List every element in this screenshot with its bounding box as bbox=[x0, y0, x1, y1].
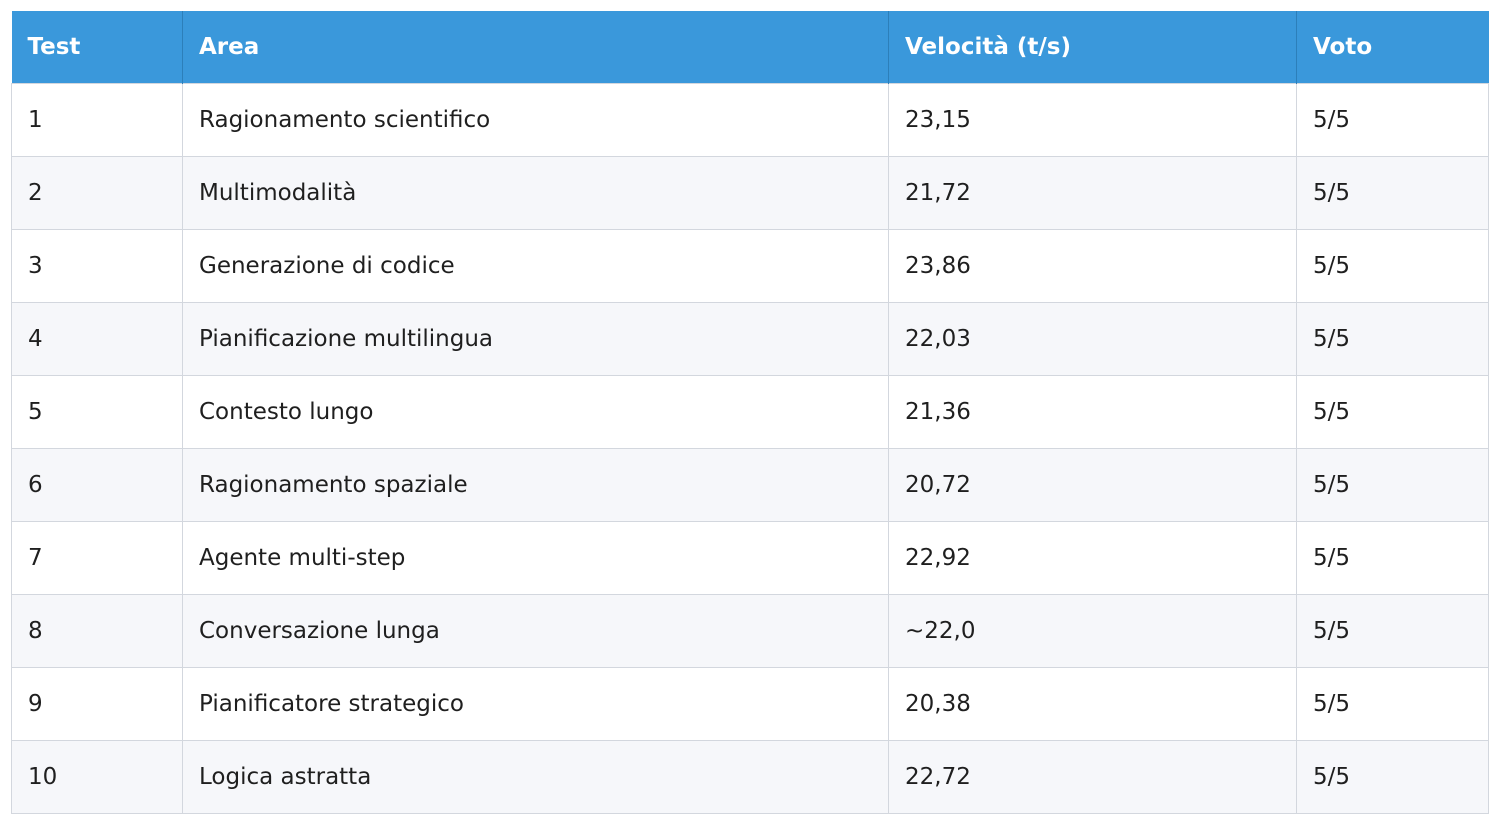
cell-test: 1 bbox=[11, 82, 183, 157]
cell-test: 10 bbox=[11, 739, 183, 814]
table-row: 6 Ragionamento spaziale 20,72 5/5 bbox=[11, 447, 1489, 522]
header-test: Test bbox=[11, 11, 183, 83]
cell-area: Logica astratta bbox=[182, 739, 889, 814]
table-body: 1 Ragionamento scientifico 23,15 5/5 2 M… bbox=[11, 82, 1489, 814]
cell-test: 9 bbox=[11, 666, 183, 741]
table-header: Test Area Velocità (t/s) Voto bbox=[11, 11, 1489, 83]
cell-speed: 20,72 bbox=[888, 447, 1297, 522]
cell-score: 5/5 bbox=[1296, 593, 1489, 668]
cell-speed: 22,92 bbox=[888, 520, 1297, 595]
cell-test: 4 bbox=[11, 301, 183, 376]
cell-score: 5/5 bbox=[1296, 374, 1489, 449]
cell-score: 5/5 bbox=[1296, 301, 1489, 376]
results-table-container: Test Area Velocità (t/s) Voto 1 Ragionam… bbox=[11, 11, 1489, 814]
cell-area: Contesto lungo bbox=[182, 374, 889, 449]
cell-score: 5/5 bbox=[1296, 155, 1489, 230]
cell-test: 5 bbox=[11, 374, 183, 449]
header-speed: Velocità (t/s) bbox=[888, 11, 1297, 83]
table-row: 2 Multimodalità 21,72 5/5 bbox=[11, 155, 1489, 230]
header-area: Area bbox=[182, 11, 889, 83]
cell-score: 5/5 bbox=[1296, 447, 1489, 522]
header-score: Voto bbox=[1296, 11, 1489, 83]
cell-speed: 21,36 bbox=[888, 374, 1297, 449]
cell-area: Pianificazione multilingua bbox=[182, 301, 889, 376]
cell-area: Agente multi-step bbox=[182, 520, 889, 595]
table-row: 8 Conversazione lunga ~22,0 5/5 bbox=[11, 593, 1489, 668]
table-row: 5 Contesto lungo 21,36 5/5 bbox=[11, 374, 1489, 449]
cell-test: 7 bbox=[11, 520, 183, 595]
cell-speed: 21,72 bbox=[888, 155, 1297, 230]
cell-area: Ragionamento scientifico bbox=[182, 82, 889, 157]
cell-speed: 23,86 bbox=[888, 228, 1297, 303]
cell-speed: 20,38 bbox=[888, 666, 1297, 741]
cell-test: 6 bbox=[11, 447, 183, 522]
cell-speed: 23,15 bbox=[888, 82, 1297, 157]
table-row: 10 Logica astratta 22,72 5/5 bbox=[11, 739, 1489, 814]
cell-area: Generazione di codice bbox=[182, 228, 889, 303]
header-row: Test Area Velocità (t/s) Voto bbox=[11, 11, 1489, 83]
cell-area: Conversazione lunga bbox=[182, 593, 889, 668]
table-row: 4 Pianificazione multilingua 22,03 5/5 bbox=[11, 301, 1489, 376]
cell-area: Multimodalità bbox=[182, 155, 889, 230]
cell-score: 5/5 bbox=[1296, 739, 1489, 814]
cell-test: 2 bbox=[11, 155, 183, 230]
cell-score: 5/5 bbox=[1296, 520, 1489, 595]
cell-score: 5/5 bbox=[1296, 666, 1489, 741]
results-table: Test Area Velocità (t/s) Voto 1 Ragionam… bbox=[11, 11, 1489, 814]
cell-speed: 22,03 bbox=[888, 301, 1297, 376]
cell-test: 8 bbox=[11, 593, 183, 668]
cell-score: 5/5 bbox=[1296, 228, 1489, 303]
cell-speed: 22,72 bbox=[888, 739, 1297, 814]
table-row: 9 Pianificatore strategico 20,38 5/5 bbox=[11, 666, 1489, 741]
cell-speed: ~22,0 bbox=[888, 593, 1297, 668]
table-row: 7 Agente multi-step 22,92 5/5 bbox=[11, 520, 1489, 595]
cell-score: 5/5 bbox=[1296, 82, 1489, 157]
table-row: 1 Ragionamento scientifico 23,15 5/5 bbox=[11, 82, 1489, 157]
cell-area: Pianificatore strategico bbox=[182, 666, 889, 741]
cell-area: Ragionamento spaziale bbox=[182, 447, 889, 522]
table-row: 3 Generazione di codice 23,86 5/5 bbox=[11, 228, 1489, 303]
cell-test: 3 bbox=[11, 228, 183, 303]
